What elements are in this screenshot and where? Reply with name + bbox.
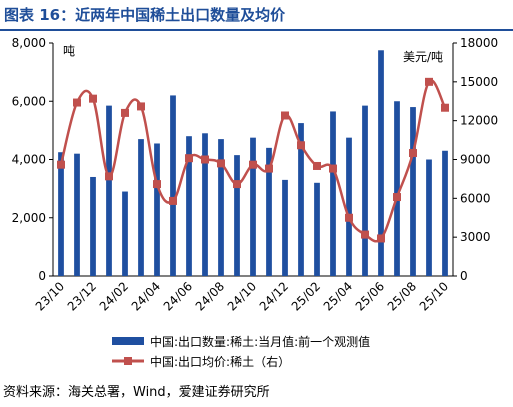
- legend-bar-label: 中国:出口数量:稀土:当月值:前一个观测值: [150, 334, 370, 349]
- title-underline: [0, 29, 513, 31]
- bar: [442, 150, 448, 276]
- bar: [74, 153, 80, 276]
- right-tick-label: 9000: [460, 153, 491, 167]
- x-tick-label: 25/04: [321, 279, 355, 313]
- price-point: [153, 180, 161, 189]
- chart: 0 2,000 4,000 6,000 8,000 0 3000 6000 9000 12000…: [12, 36, 499, 369]
- bar: [362, 105, 368, 277]
- x-tick-label: 23/10: [33, 279, 67, 313]
- price-point: [377, 234, 385, 243]
- price-point: [105, 172, 113, 181]
- figure-title: 图表 16：近两年中国稀土出口数量及均价: [4, 6, 286, 24]
- right-tick-label: 12000: [460, 114, 498, 128]
- legend-line-label: 中国:出口均价:稀土（右）: [150, 354, 290, 369]
- right-tick-label: 15000: [460, 75, 498, 89]
- bar: [234, 155, 240, 276]
- right-tick-label: 18000: [460, 36, 498, 50]
- bar-series: [58, 50, 448, 277]
- price-point: [121, 108, 129, 117]
- price-point: [425, 77, 433, 86]
- x-tick-label: 25/06: [353, 279, 387, 313]
- price-point: [265, 164, 273, 173]
- bar: [218, 139, 224, 276]
- legend-bar-swatch: [112, 337, 144, 345]
- bar: [106, 105, 112, 277]
- right-tick-label: 0: [460, 269, 468, 283]
- source-note: 资料来源：海关总署，Wind，爱建证券研究所: [3, 385, 270, 400]
- legend-line-marker: [124, 357, 132, 365]
- bar: [250, 137, 256, 276]
- price-point: [233, 180, 241, 189]
- price-point: [313, 161, 321, 170]
- price-point: [137, 102, 145, 111]
- x-tick-label: 24/12: [257, 279, 291, 313]
- price-point: [409, 149, 417, 158]
- bar: [90, 176, 96, 276]
- left-tick-label: 0: [38, 269, 46, 283]
- legend: 中国:出口数量:稀土:当月值:前一个观测值 中国:出口均价:稀土（右）: [112, 334, 370, 369]
- x-tick-label: 25/10: [417, 279, 451, 313]
- left-axis-ticks: 0 2,000 4,000 6,000 8,000: [12, 36, 53, 283]
- bar: [378, 50, 384, 276]
- price-point: [89, 94, 97, 103]
- left-axis-unit: 吨: [63, 44, 75, 58]
- bar: [154, 143, 160, 276]
- price-point: [393, 193, 401, 202]
- price-point: [329, 164, 337, 173]
- bar: [394, 101, 400, 276]
- price-point: [281, 111, 289, 120]
- x-tick-label: 24/08: [193, 279, 227, 313]
- x-tick-label: 24/06: [161, 279, 195, 313]
- bar: [410, 107, 416, 276]
- price-point: [73, 98, 81, 107]
- price-point: [217, 159, 225, 168]
- bar: [298, 123, 304, 276]
- x-tick-label: 24/04: [129, 279, 163, 313]
- price-point: [57, 160, 65, 169]
- x-axis-ticks: 23/1023/1224/0224/0424/0624/0824/1024/12…: [33, 279, 451, 313]
- bar: [266, 147, 272, 276]
- left-tick-label: 8,000: [12, 36, 46, 50]
- left-tick-label: 2,000: [12, 211, 46, 225]
- right-axis-ticks: 0 3000 6000 9000 12000 15000 18000: [453, 36, 498, 283]
- price-point: [297, 141, 305, 150]
- bar: [426, 159, 432, 276]
- price-point: [169, 196, 177, 205]
- bar: [330, 111, 336, 276]
- right-tick-label: 3000: [460, 230, 491, 244]
- price-point: [201, 155, 209, 164]
- bar: [170, 95, 176, 276]
- price-point: [249, 160, 257, 169]
- x-tick-label: 25/02: [289, 279, 323, 313]
- right-tick-label: 6000: [460, 191, 491, 205]
- price-point: [441, 103, 449, 112]
- x-tick-label: 24/02: [97, 279, 131, 313]
- x-tick-label: 24/10: [225, 279, 259, 313]
- bar: [282, 179, 288, 276]
- bar: [58, 152, 64, 276]
- x-tick-label: 23/12: [65, 279, 99, 313]
- line-series: [57, 77, 449, 243]
- price-point: [345, 213, 353, 222]
- bar: [138, 139, 144, 276]
- left-tick-label: 6,000: [12, 94, 46, 108]
- x-tick-label: 25/08: [385, 279, 419, 313]
- left-tick-label: 4,000: [12, 153, 46, 167]
- bar: [346, 137, 352, 276]
- price-point: [361, 230, 369, 239]
- right-axis-unit: 美元/吨: [403, 50, 443, 64]
- bar: [122, 191, 128, 276]
- bar: [186, 136, 192, 276]
- price-point: [185, 154, 193, 163]
- bar: [314, 182, 320, 276]
- bar: [202, 133, 208, 276]
